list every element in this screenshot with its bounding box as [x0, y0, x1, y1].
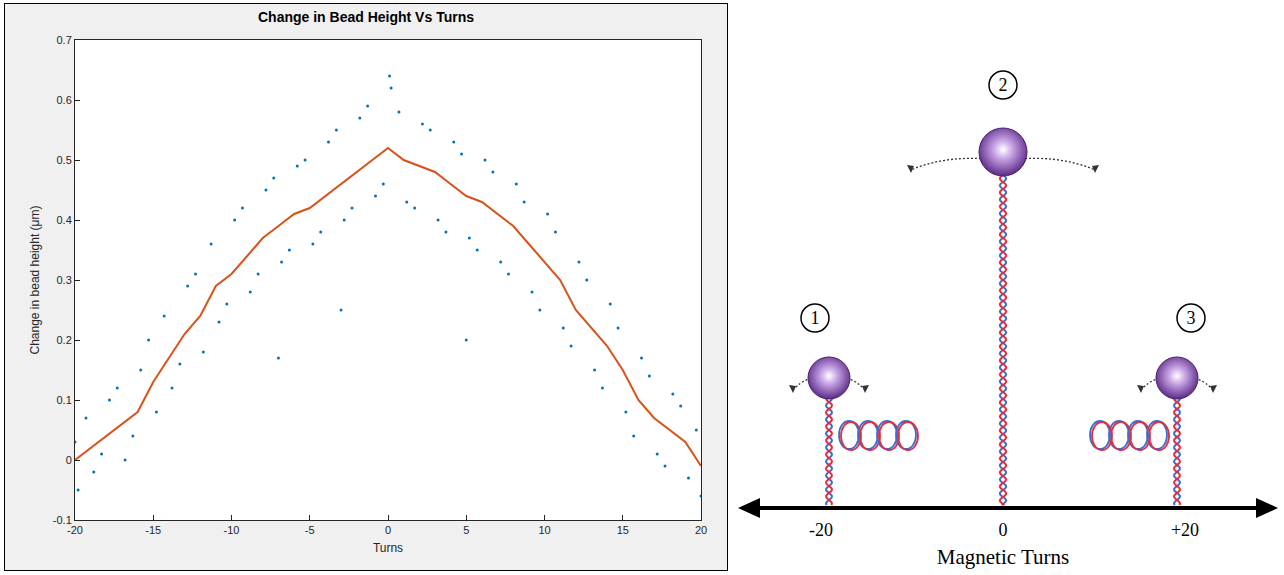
svg-text:Turns: Turns	[373, 541, 403, 555]
svg-text:Change in Bead Height Vs Turns: Change in Bead Height Vs Turns	[258, 9, 474, 25]
svg-text:15: 15	[617, 524, 629, 536]
svg-text:20: 20	[695, 524, 707, 536]
svg-text:0: 0	[999, 520, 1008, 540]
svg-text:0.3: 0.3	[57, 274, 72, 286]
svg-text:0.7: 0.7	[57, 34, 72, 46]
svg-text:-20: -20	[809, 520, 833, 540]
svg-text:0.4: 0.4	[57, 214, 72, 226]
svg-text:1: 1	[811, 308, 820, 328]
svg-text:10: 10	[538, 524, 550, 536]
svg-text:3: 3	[1187, 308, 1196, 328]
svg-text:0.1: 0.1	[57, 394, 72, 406]
svg-text:-10: -10	[224, 524, 240, 536]
svg-text:Magnetic Turns: Magnetic Turns	[937, 545, 1069, 569]
svg-text:5: 5	[463, 524, 469, 536]
svg-text:0.2: 0.2	[57, 334, 72, 346]
svg-text:-15: -15	[145, 524, 161, 536]
svg-text:0: 0	[66, 454, 72, 466]
svg-text:-20: -20	[67, 524, 83, 536]
svg-text:0.5: 0.5	[57, 154, 72, 166]
svg-text:+20: +20	[1171, 520, 1199, 540]
svg-text:0: 0	[385, 524, 391, 536]
svg-text:-0.1: -0.1	[53, 514, 72, 526]
svg-text:0.6: 0.6	[57, 94, 72, 106]
svg-text:2: 2	[999, 75, 1008, 95]
svg-text:Change in bead height (μm): Change in bead height (μm)	[28, 205, 42, 354]
svg-text:-5: -5	[305, 524, 315, 536]
